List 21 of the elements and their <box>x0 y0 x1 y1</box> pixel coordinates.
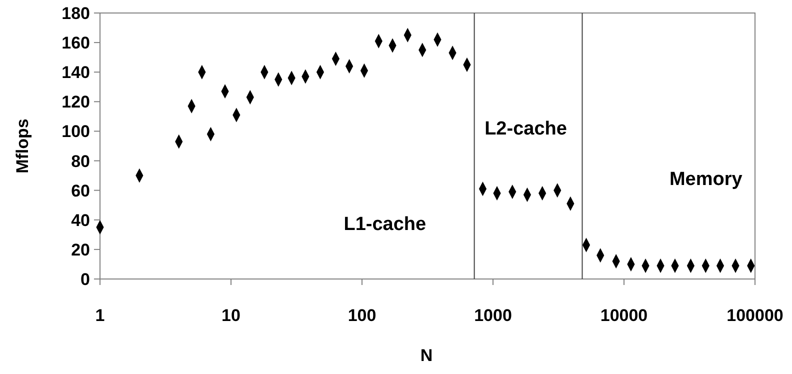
annotation: Memory <box>669 168 743 190</box>
x-axis-title: N <box>420 346 433 365</box>
x-tick-label: 10000 <box>600 306 648 325</box>
y-tick-label: 80 <box>71 152 90 171</box>
x-tick-label: 10 <box>222 306 240 325</box>
annotation: L1-cache <box>344 214 426 236</box>
y-axis-title: Mflops <box>13 118 32 174</box>
y-tick-label: 40 <box>71 210 90 230</box>
y-tick-label: 100 <box>62 122 90 142</box>
x-tick-label: 1000 <box>474 306 512 325</box>
y-tick-label: 140 <box>62 63 90 82</box>
y-tick-label: 60 <box>71 181 90 200</box>
y-tick-label: 20 <box>71 240 90 260</box>
y-tick-label: 120 <box>62 92 90 112</box>
x-tick-label: 100000 <box>726 306 784 325</box>
y-tick-label: 180 <box>62 4 90 23</box>
annotation: L2-cache <box>484 118 567 140</box>
x-tick-label: 1 <box>95 306 105 325</box>
x-tick-label: 100 <box>348 306 376 325</box>
y-tick-label: 0 <box>80 270 90 289</box>
y-tick-label: 160 <box>62 34 90 53</box>
